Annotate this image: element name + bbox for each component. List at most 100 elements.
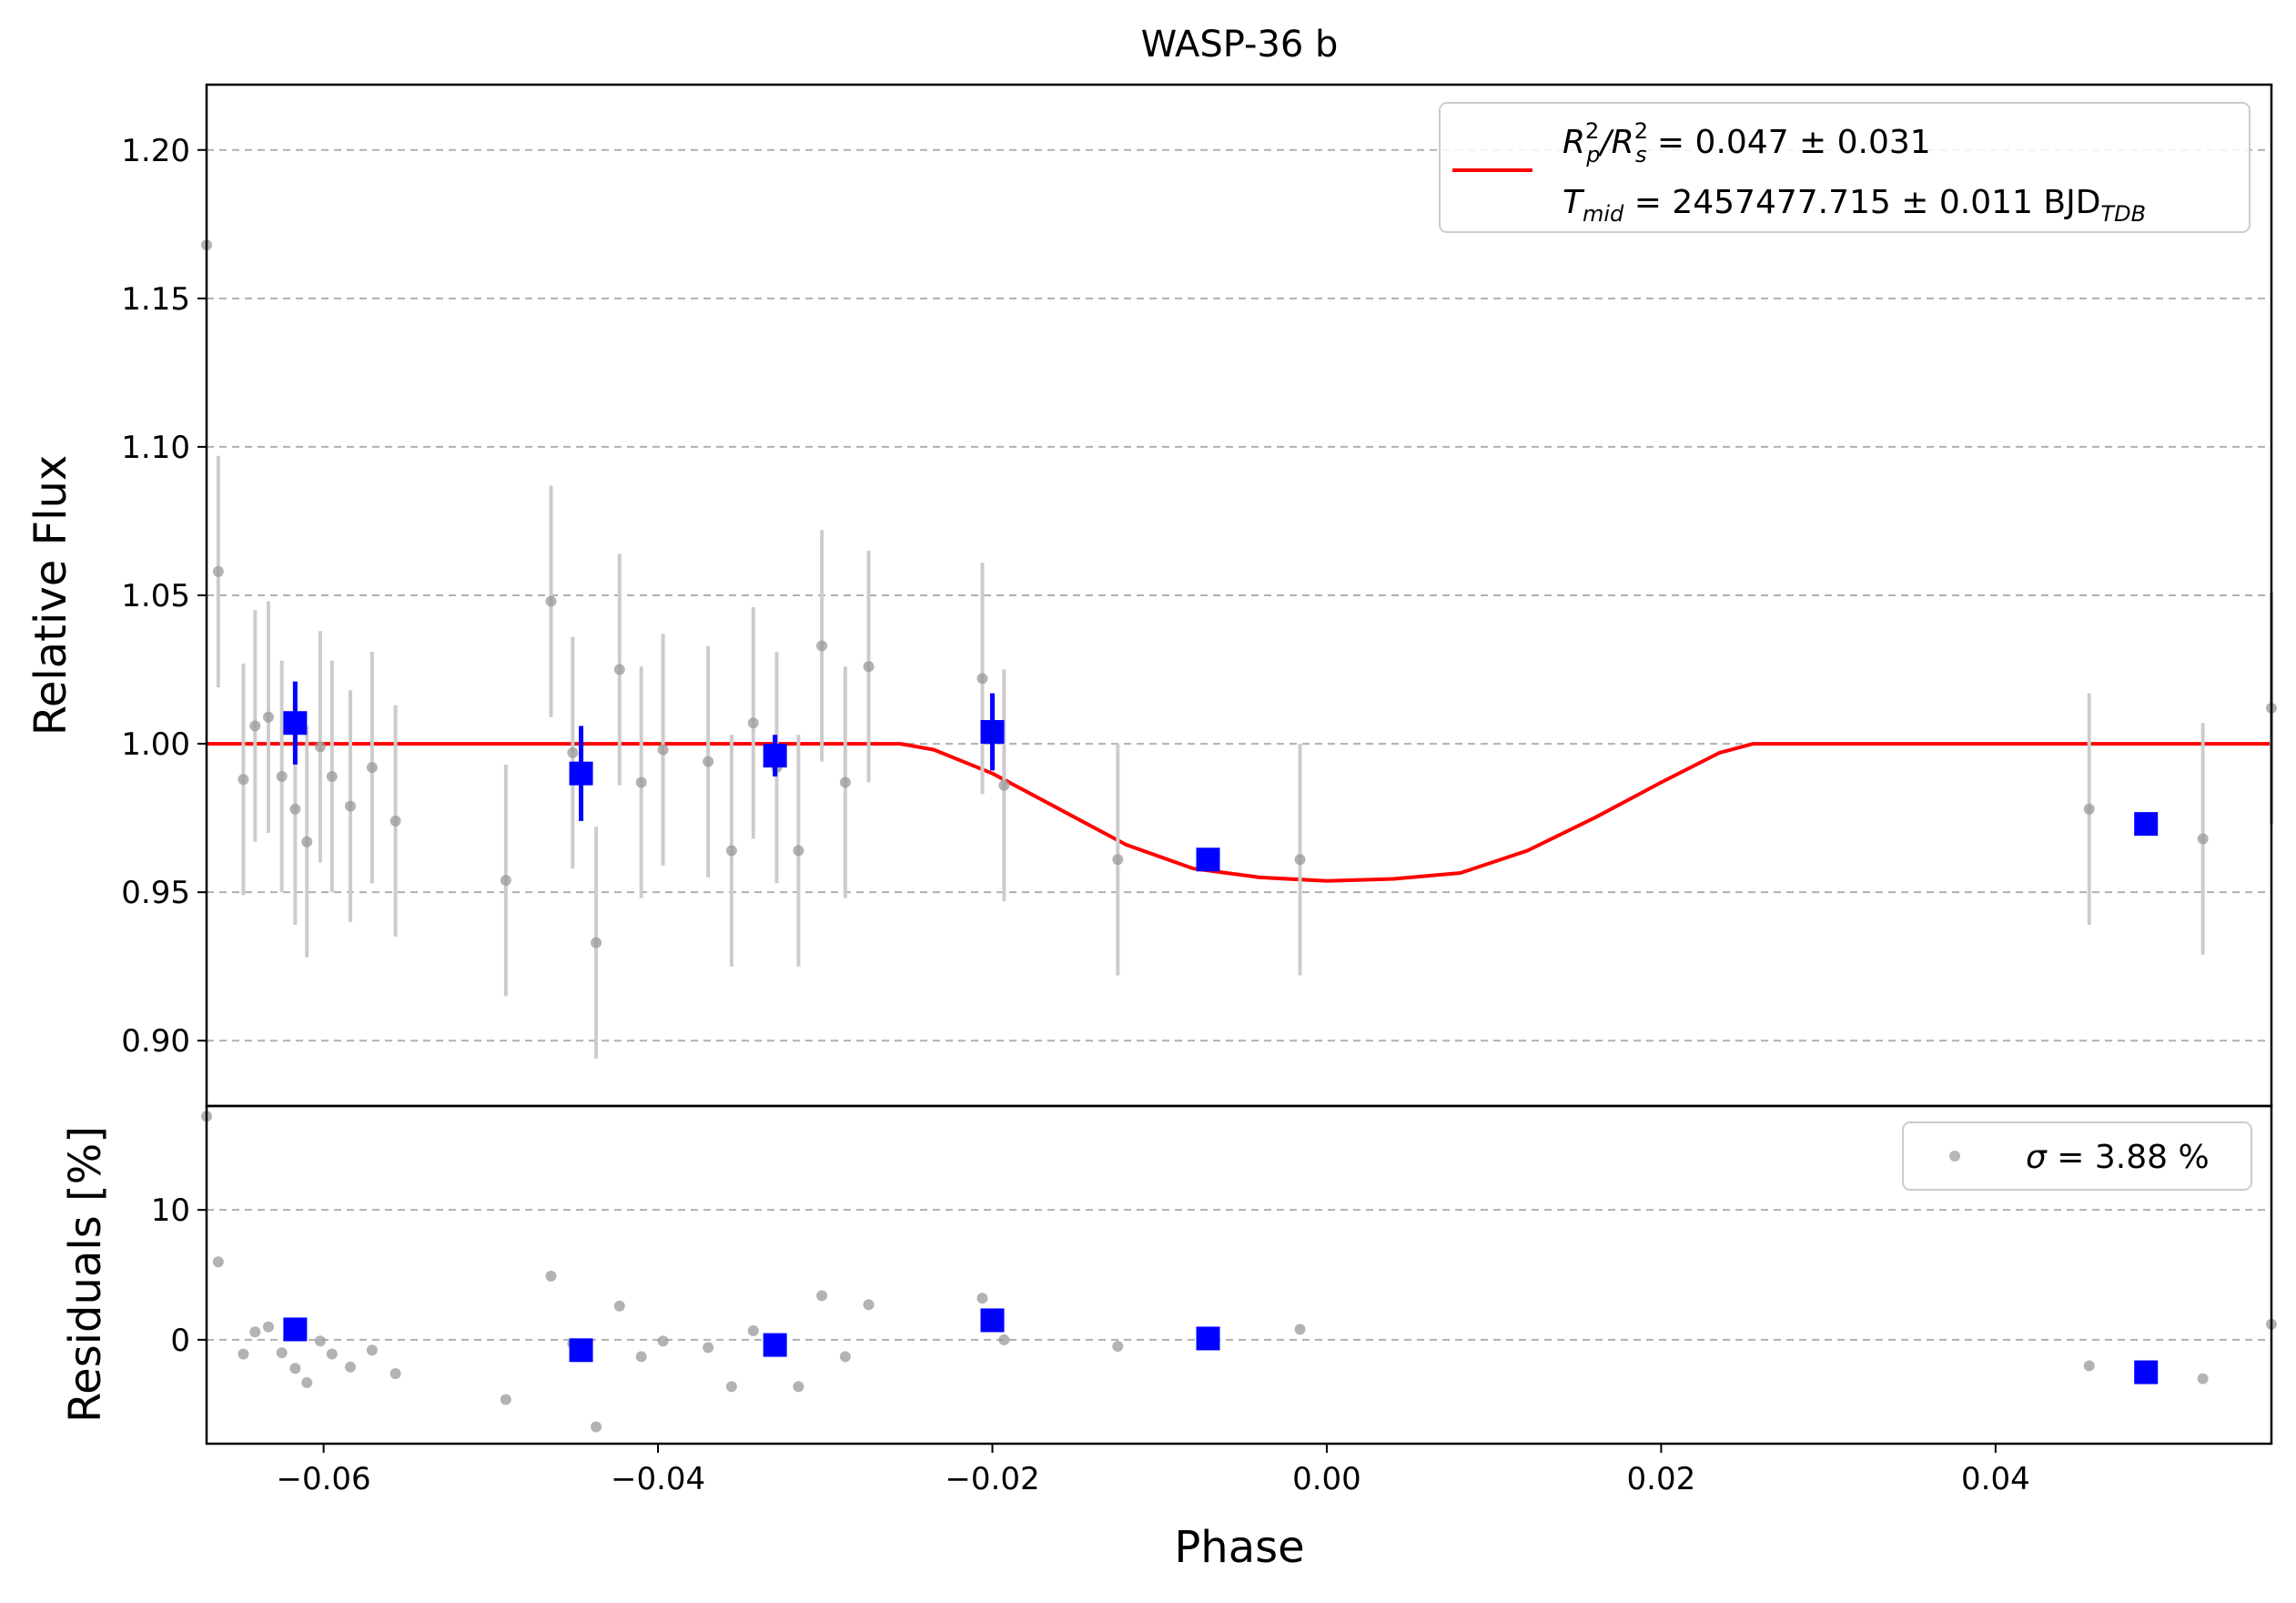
raw-flux-point [2197,833,2209,845]
top-legend: R2 p/R2 s = 0.047 ± 0.031 Tmid = 2457477.7… [1439,102,2250,233]
bottom-legend-raw-swatch [1949,1151,1960,1162]
raw-flux-point [289,803,301,815]
bottom-legend: σ = 3.88 % [1902,1121,2252,1191]
legend-sigma-text: σ = 3.88 % [2026,1139,2210,1176]
raw-residual-point [276,1347,288,1359]
raw-residual-point [725,1381,737,1393]
raw-flux-point [567,746,579,758]
bottom-legend-box [1902,1121,2252,1191]
binned-residual-point [1196,1326,1220,1351]
transit-model-layer [207,742,2271,883]
raw-flux-point [793,845,804,857]
x-tick-label: 0.02 [1627,1461,1696,1497]
bottom-panel: 0 10 Residuals [%] σ = 3.88 % [60,1104,2277,1446]
raw-residual-point [545,1270,557,1282]
binned-flux-point [1196,847,1220,872]
raw-flux-point [747,717,759,729]
raw-residual-point [345,1361,357,1373]
raw-flux-point [839,776,851,788]
raw-residual-point [500,1394,511,1405]
raw-flux-point [545,595,557,607]
raw-flux-point [998,779,1010,791]
binned-flux-point [763,744,787,768]
top-binned-points [283,681,2159,872]
chart-title: WASP-36 b [1141,24,1339,66]
binned-flux-point [283,711,308,736]
x-axis-ticks: −0.06 −0.04 −0.02 0.00 0.02 0.04 [277,1444,2030,1497]
raw-residual-point [839,1351,851,1363]
raw-flux-point [816,640,828,652]
raw-flux-point [500,875,511,887]
top-y-axis-label: Relative Flux [25,455,76,736]
bottom-y-axis-label: Residuals [%] [60,1126,111,1423]
top-y-tick-label: 1.20 [121,133,190,169]
raw-flux-point [613,664,625,675]
raw-flux-point [262,711,274,723]
top-y-tick-label: 1.15 [121,281,190,318]
top-y-tick-label: 1.00 [121,726,190,763]
bottom-binned-residual-points [283,1308,2159,1385]
raw-flux-point [1112,854,1124,866]
raw-residual-point [816,1290,828,1302]
top-y-tick-label: 0.95 [121,875,190,911]
raw-flux-point [389,815,401,827]
raw-flux-point [976,673,988,685]
bottom-panel-frame [205,1104,2273,1446]
raw-residual-point [793,1381,804,1393]
raw-residual-point [613,1300,625,1312]
raw-flux-point [1294,854,1306,866]
transit-model-curve [207,742,2271,883]
x-axis-label: Phase [1174,1522,1304,1573]
raw-residual-point [863,1299,875,1311]
raw-residual-point [591,1421,602,1433]
raw-flux-point [657,744,669,756]
raw-residual-point [212,1256,224,1268]
raw-flux-point [249,720,261,732]
top-raw-points [201,239,2277,949]
binned-residual-point [283,1317,308,1342]
binned-flux-point [2134,812,2159,837]
legend-mid-transit-time-text: Tmid = 2457477.715 ± 0.011 BJDTDB [1563,184,2146,227]
legend-radius-ratio-text: R2 p/R2 s = 0.047 ± 0.031 [1563,118,1931,167]
raw-flux-point [725,845,737,857]
top-y-tick-label: 1.10 [121,430,190,466]
x-tick-label: −0.06 [277,1461,371,1497]
raw-residual-point [389,1367,401,1379]
x-tick-label: −0.02 [945,1461,1039,1497]
raw-residual-point [314,1335,326,1347]
top-y-tick-label: 0.90 [121,1023,190,1060]
raw-flux-point [591,937,602,949]
raw-residual-point [326,1348,338,1360]
x-tick-label: 0.04 [1961,1461,2030,1497]
bottom-y-tick-label: 0 [170,1323,190,1359]
binned-flux-point [569,761,593,786]
x-tick-label: −0.04 [611,1461,705,1497]
raw-flux-point [345,800,357,812]
raw-residual-point [1112,1340,1124,1352]
raw-flux-point [635,776,647,788]
raw-residual-point [289,1363,301,1375]
raw-flux-point [703,756,714,767]
raw-flux-point [366,762,378,774]
top-legend-box [1439,102,2250,233]
raw-flux-point [238,774,249,786]
raw-flux-point [276,770,288,782]
bottom-y-axis-ticks: 0 10 [151,1192,207,1359]
raw-residual-point [301,1376,313,1388]
raw-residual-point [998,1334,1010,1345]
binned-residual-point [2134,1360,2159,1385]
raw-residual-point [703,1342,714,1354]
binned-residual-point [980,1308,1005,1333]
raw-flux-point [863,661,875,673]
binned-residual-point [763,1333,787,1357]
binned-residual-point [569,1338,593,1363]
raw-flux-point [2083,803,2095,815]
top-y-axis-ticks: 0.90 0.95 1.00 1.05 1.10 1.15 1.20 [121,133,207,1060]
bottom-panel-grid [207,1209,2271,1341]
raw-residual-point [238,1348,249,1360]
raw-residual-point [657,1335,669,1347]
raw-residual-point [366,1344,378,1356]
raw-residual-point [2083,1360,2095,1372]
